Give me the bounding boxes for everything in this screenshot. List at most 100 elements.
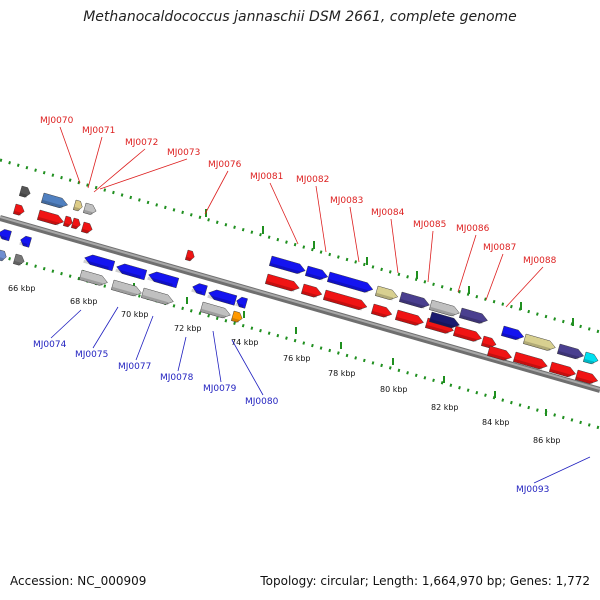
tick-label: 68 kbp [70,297,98,306]
leader-line [231,339,264,396]
gene-label: MJ0086 [456,224,490,234]
scale-tick [545,409,547,416]
gene-arrow [72,199,83,212]
gene-arrow [522,333,556,352]
gene-arrow [556,343,584,360]
gene-arrow [512,351,548,370]
leader-line [50,309,82,339]
leader-line [135,315,154,361]
scale-tick [205,209,207,217]
gene-arrow [147,271,180,289]
gene-label: MJ0083 [330,196,363,206]
gene-arrow [115,263,148,281]
gene-arrow [300,283,323,298]
leader-line [269,182,299,245]
gene-features [0,185,599,385]
scale-tick [340,342,342,349]
gene-label: MJ0093 [516,485,549,495]
scale-tick [295,327,297,334]
gene-arrow [110,279,142,297]
scale-tick [416,271,418,279]
gene-arrow [191,283,208,296]
leader-line [349,206,360,263]
scale-tick [572,318,574,326]
gene-labels: MJ0070 MJ0071 MJ0072 MJ0073 MJ0076 MJ0081 MJ00… [33,116,557,495]
gene-label: MJ0070 [40,116,74,126]
tick-label: 72 kbp [174,324,202,333]
gene-arrow [0,249,7,262]
gene-arrow [80,221,93,234]
scale-tick [243,311,245,318]
tick-label: 76 kbp [283,354,311,363]
leader-line [505,266,544,308]
scale-tick [468,286,470,294]
leader-line [177,336,187,372]
scale-tick [262,226,264,234]
gene-label: MJ0074 [33,340,67,350]
gene-arrow [322,289,368,311]
gene-arrow [486,345,513,362]
leader-line [427,230,434,283]
gene-label: MJ0078 [160,373,194,383]
gene-arrow [548,361,576,378]
tick-label: 80 kbp [380,385,408,394]
gene-arrow [398,291,430,309]
gene-arrow [62,215,73,228]
gene-label: MJ0080 [245,397,279,407]
gene-arrow [0,229,12,242]
gene-arrow [12,203,25,216]
gene-label: MJ0077 [118,362,151,372]
scale-tick [366,257,368,265]
tick-labels: 66 kbp 68 kbp 70 kbp 72 kbp 74 kbp 76 kbp 78 k… [8,284,561,445]
label-leaders [50,126,591,484]
gene-arrow [326,271,374,294]
gene-arrow [82,202,97,216]
tick-label: 84 kbp [482,418,510,427]
gene-label: MJ0085 [413,220,446,230]
gene-arrow [70,217,81,230]
gene-arrow [83,254,116,272]
gene-arrow [12,253,25,266]
leader-line [99,158,188,190]
gene-arrow [394,309,424,327]
scale-tick [520,302,522,310]
gene-arrow [370,303,393,318]
tick-label: 78 kbp [328,369,356,378]
leader-line [485,253,504,301]
gene-arrow [140,287,174,306]
gene-arrow [374,285,399,301]
gene-arrow [235,296,248,309]
gene-arrow [428,311,460,329]
leader-line [533,456,591,484]
gene-label: MJ0075 [75,350,108,360]
leader-line [92,306,119,349]
gene-arrow [428,299,460,317]
scale-tick [313,241,315,249]
leader-line [93,148,146,193]
leader-line [204,170,229,215]
gene-arrow [184,249,195,262]
leader-line [59,126,81,184]
gene-arrow [207,289,238,306]
gene-arrow [458,307,488,325]
gene-label: MJ0081 [250,172,283,182]
tick-label: 82 kbp [431,403,459,412]
gene-arrow [574,369,599,385]
gene-arrow [500,325,525,341]
leader-line [87,136,103,189]
leader-line [457,234,477,293]
gene-label: MJ0088 [523,256,557,266]
scale-tick [494,391,496,398]
gene-arrow [264,273,300,292]
tick-label: 86 kbp [533,436,561,445]
map-title: Methanocaldococcus jannaschii DSM 2661, … [83,9,517,25]
scale-tick [392,358,394,365]
gene-arrow [199,301,231,319]
gene-arrow [230,310,243,323]
gene-label: MJ0076 [208,160,242,170]
leader-line [315,185,327,253]
gene-arrow [268,255,306,275]
gene-arrow [452,325,482,343]
gene-label: MJ0084 [371,208,405,218]
